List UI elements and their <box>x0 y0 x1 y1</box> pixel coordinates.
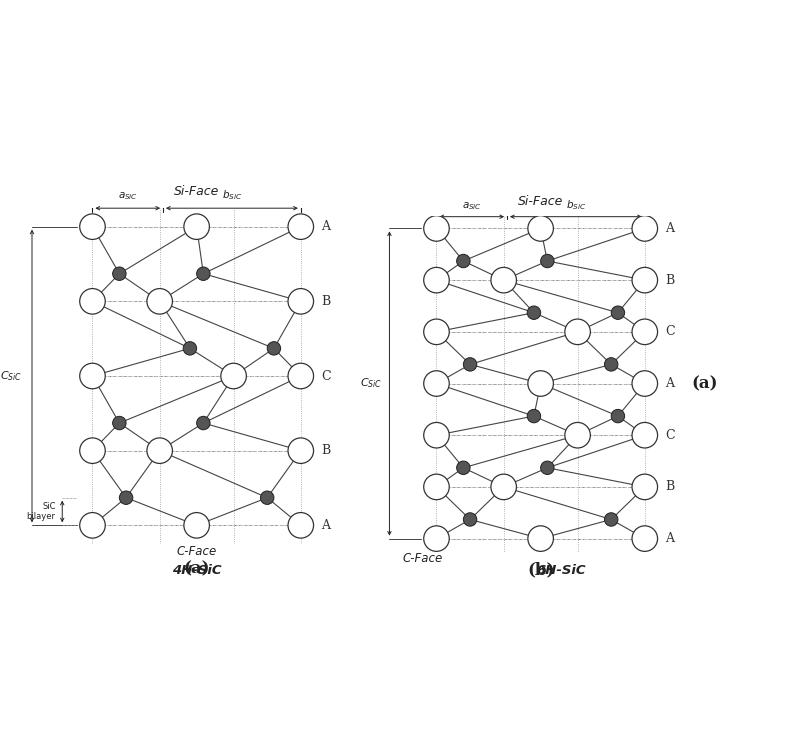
Text: $a_{SiC}$: $a_{SiC}$ <box>118 190 138 202</box>
Circle shape <box>80 513 106 538</box>
Text: A: A <box>665 377 674 390</box>
Text: A: A <box>321 220 330 233</box>
Text: B: B <box>321 295 330 308</box>
Text: (a): (a) <box>183 561 210 578</box>
Circle shape <box>80 214 106 239</box>
Circle shape <box>221 363 246 389</box>
Circle shape <box>424 475 450 499</box>
Circle shape <box>424 371 450 396</box>
Circle shape <box>463 358 477 371</box>
Circle shape <box>147 438 173 463</box>
Circle shape <box>80 438 106 463</box>
Circle shape <box>424 319 450 344</box>
Text: $C_{SiC}$: $C_{SiC}$ <box>0 369 22 383</box>
Circle shape <box>611 409 625 423</box>
Circle shape <box>288 363 314 389</box>
Circle shape <box>457 254 470 268</box>
Text: $b_{SiC}$: $b_{SiC}$ <box>566 198 586 211</box>
Circle shape <box>457 461 470 475</box>
Circle shape <box>113 267 126 280</box>
Text: B: B <box>665 274 674 287</box>
Text: B: B <box>665 481 674 493</box>
Text: $C_{SiC}$: $C_{SiC}$ <box>361 377 382 390</box>
Text: A: A <box>665 222 674 235</box>
Circle shape <box>424 216 450 241</box>
Circle shape <box>632 319 658 344</box>
Text: $a_{SiC}$: $a_{SiC}$ <box>462 200 482 211</box>
Circle shape <box>288 214 314 239</box>
Text: A: A <box>321 519 330 532</box>
Circle shape <box>147 289 173 314</box>
Circle shape <box>288 289 314 314</box>
Circle shape <box>632 216 658 241</box>
Circle shape <box>605 358 618 371</box>
Circle shape <box>197 417 210 429</box>
Circle shape <box>565 319 590 344</box>
Circle shape <box>424 268 450 293</box>
Circle shape <box>528 216 554 241</box>
Circle shape <box>528 371 554 396</box>
Text: B: B <box>321 444 330 457</box>
Circle shape <box>197 267 210 280</box>
Text: C: C <box>665 429 674 441</box>
Circle shape <box>261 491 274 505</box>
Circle shape <box>491 268 517 293</box>
Text: Si-Face: Si-Face <box>174 185 219 198</box>
Text: C: C <box>321 369 330 383</box>
Circle shape <box>565 423 590 448</box>
Circle shape <box>119 491 133 505</box>
Circle shape <box>80 363 106 389</box>
Circle shape <box>267 341 281 355</box>
Circle shape <box>632 475 658 499</box>
Circle shape <box>527 306 541 320</box>
Circle shape <box>541 254 554 268</box>
Circle shape <box>605 513 618 526</box>
Circle shape <box>632 423 658 448</box>
Circle shape <box>491 475 517 499</box>
Text: 6H-SiC: 6H-SiC <box>536 564 586 577</box>
Text: C-Face: C-Face <box>177 545 217 559</box>
Text: $b_{SiC}$: $b_{SiC}$ <box>222 188 242 202</box>
Text: (a): (a) <box>692 375 718 392</box>
Circle shape <box>632 526 658 551</box>
Circle shape <box>288 513 314 538</box>
Circle shape <box>424 526 450 551</box>
Circle shape <box>80 289 106 314</box>
Circle shape <box>632 268 658 293</box>
Circle shape <box>632 371 658 396</box>
Text: (b): (b) <box>527 562 554 578</box>
Text: C: C <box>665 326 674 338</box>
Text: SiC
bilayer: SiC bilayer <box>26 502 55 521</box>
Circle shape <box>184 513 210 538</box>
Circle shape <box>184 214 210 239</box>
Text: A: A <box>665 532 674 545</box>
Circle shape <box>288 438 314 463</box>
Text: Si-Face: Si-Face <box>518 196 563 208</box>
Circle shape <box>611 306 625 320</box>
Circle shape <box>541 461 554 475</box>
Circle shape <box>113 417 126 429</box>
Text: C-Face: C-Face <box>403 552 443 565</box>
Circle shape <box>463 513 477 526</box>
Text: 4H-SiC: 4H-SiC <box>172 564 222 577</box>
Circle shape <box>424 423 450 448</box>
Circle shape <box>528 526 554 551</box>
Circle shape <box>183 341 197 355</box>
Circle shape <box>527 409 541 423</box>
